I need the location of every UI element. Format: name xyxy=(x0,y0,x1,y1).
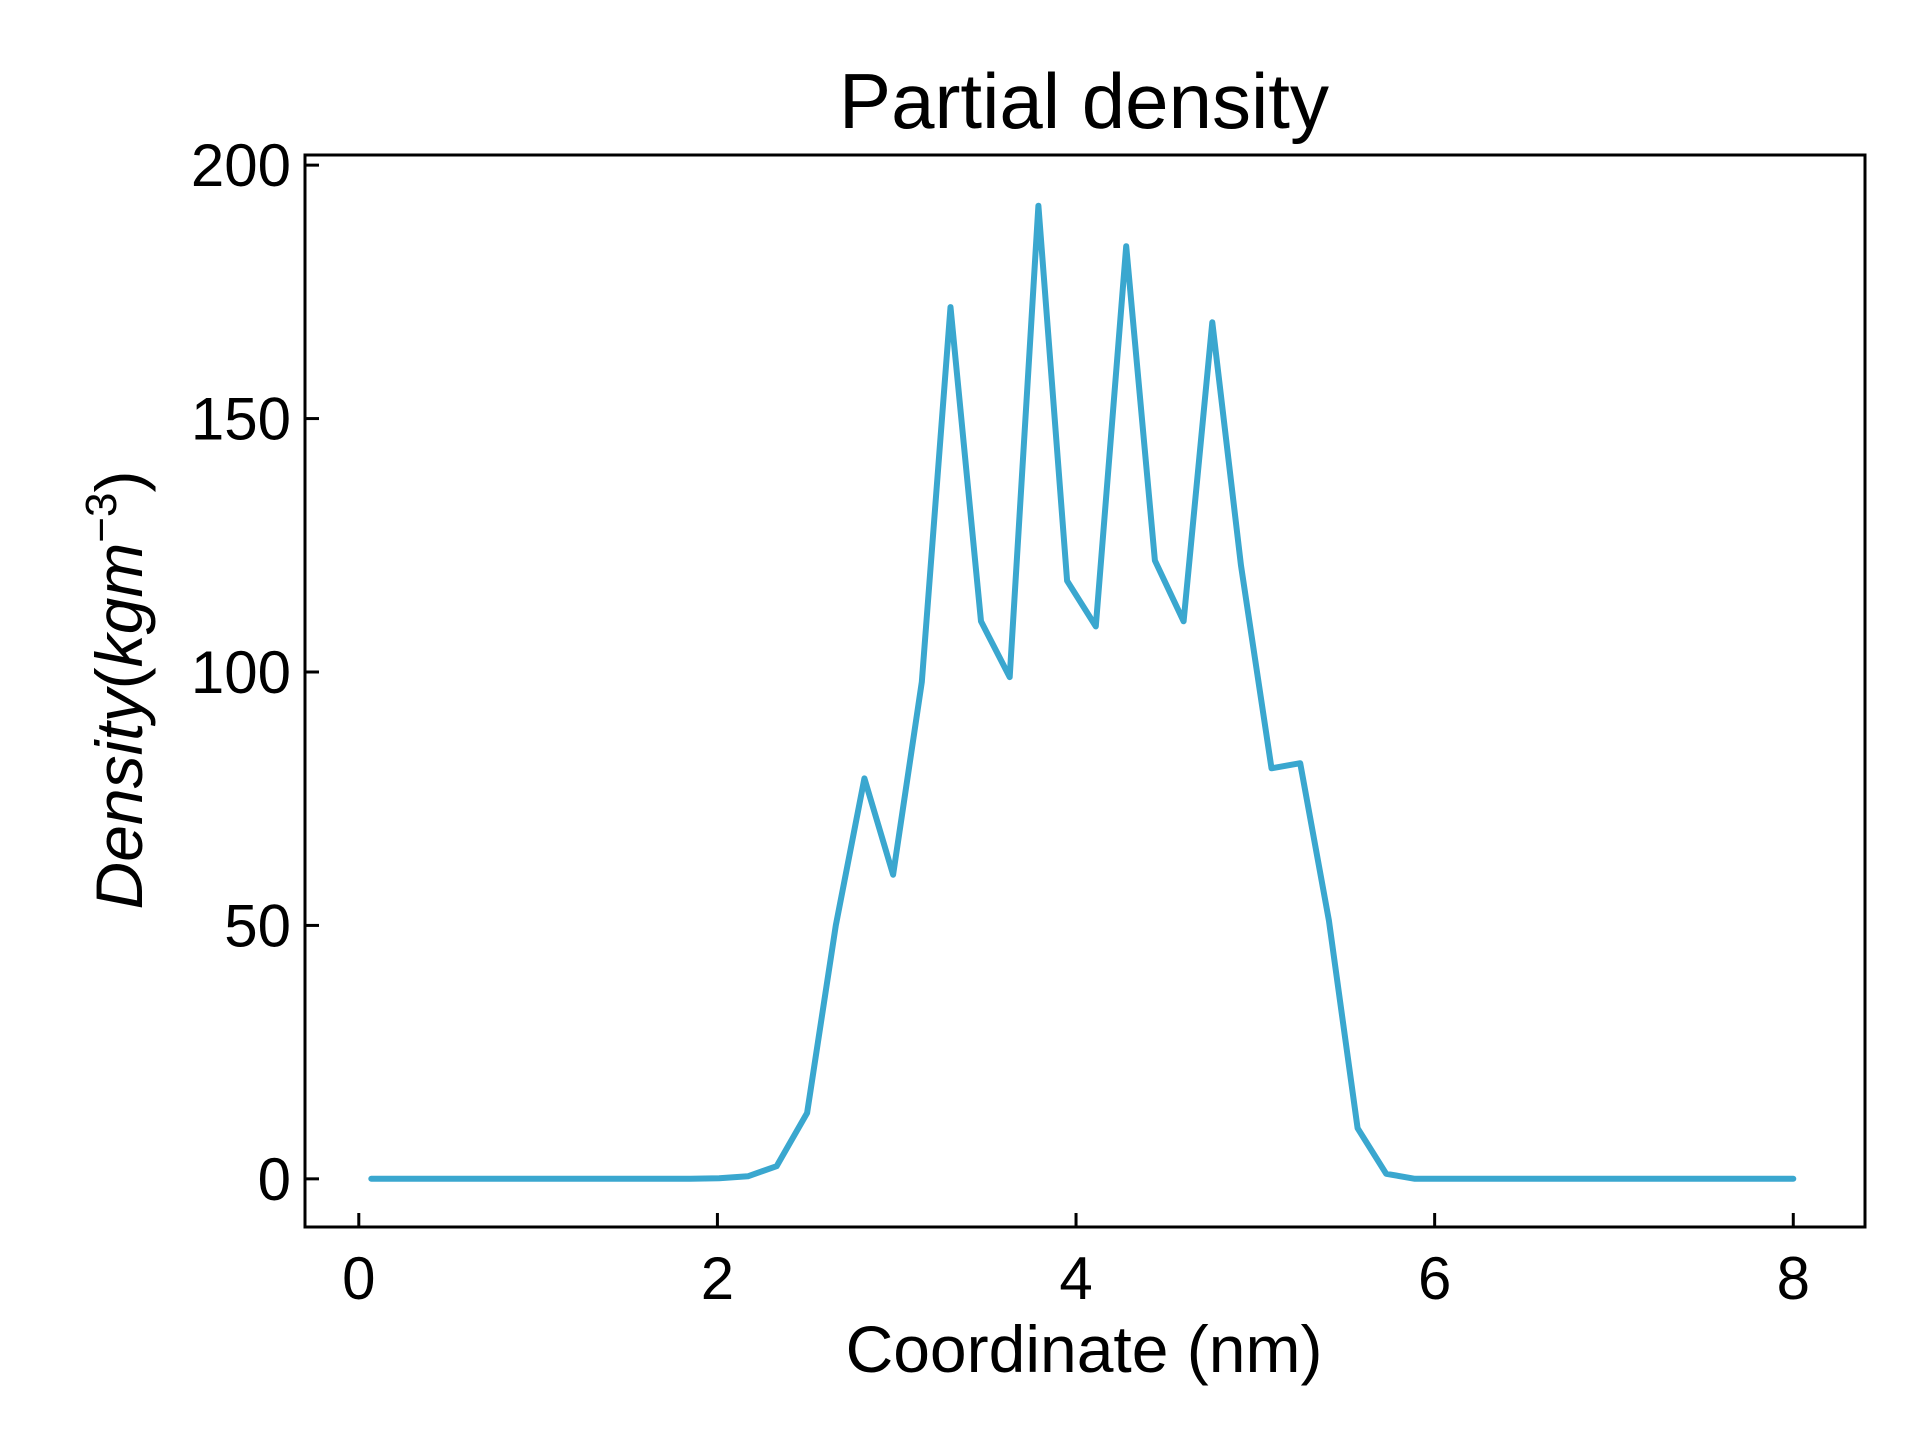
y-tick-label: 150 xyxy=(191,386,291,453)
y-tick-label: 0 xyxy=(258,1146,291,1213)
x-tick-label: 2 xyxy=(701,1245,734,1312)
x-tick-label: 4 xyxy=(1059,1245,1092,1312)
x-tick-label: 0 xyxy=(342,1245,375,1312)
y-axis-label-unit: kgm xyxy=(82,543,156,668)
y-tick-label: 100 xyxy=(191,639,291,706)
x-axis-label: Coordinate (nm) xyxy=(846,1312,1323,1386)
density-line xyxy=(368,202,1797,1182)
y-axis-label: Density(kgm−3) xyxy=(77,471,156,910)
x-tick-label: 6 xyxy=(1418,1245,1451,1312)
y-axis-label-unit-close: ) xyxy=(82,471,156,493)
x-axis: 0 2 4 6 8 xyxy=(342,1213,1810,1312)
y-axis: 0 50 100 150 200 xyxy=(191,132,319,1213)
y-axis-label-main: Density xyxy=(82,685,156,909)
y-tick-label: 200 xyxy=(191,132,291,199)
y-tick-label: 50 xyxy=(224,892,291,959)
plot-frame xyxy=(303,153,1867,1229)
y-axis-label-exponent: −3 xyxy=(77,493,126,543)
y-axis-label-unit-open: ( xyxy=(82,667,156,689)
chart-title: Partial density xyxy=(839,57,1329,145)
x-tick-label: 8 xyxy=(1777,1245,1810,1312)
